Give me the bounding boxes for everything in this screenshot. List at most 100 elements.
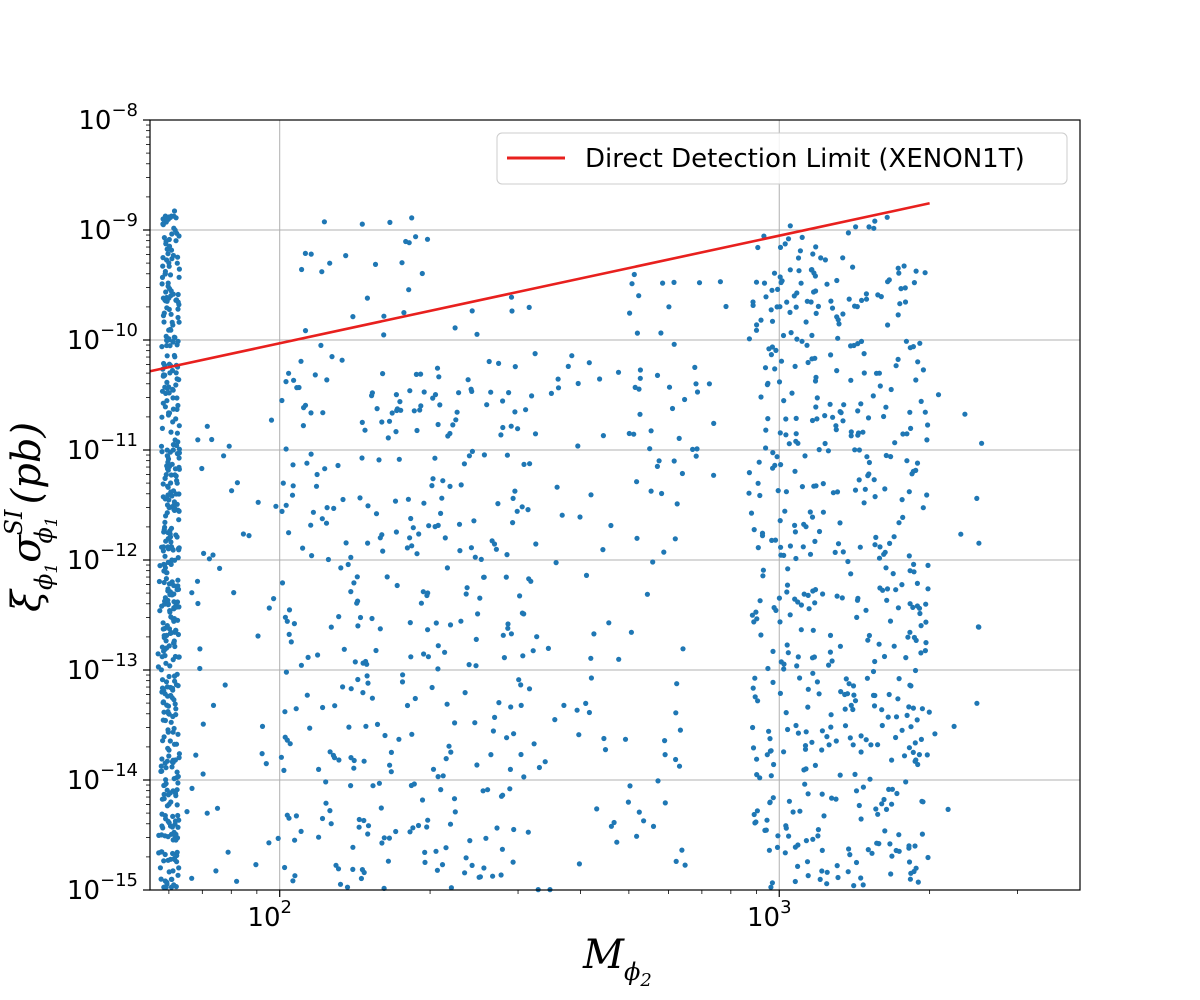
data-point (907, 601, 913, 607)
data-point (163, 816, 169, 822)
data-point (374, 406, 380, 412)
data-point (586, 360, 592, 366)
data-point (323, 520, 330, 526)
data-point (601, 735, 607, 742)
data-point (496, 700, 502, 706)
x-tick-label: 102 (247, 897, 292, 933)
data-point (418, 371, 424, 377)
data-point (911, 569, 917, 575)
data-point (168, 311, 174, 317)
data-point (575, 443, 581, 449)
data-point (169, 764, 175, 770)
data-point (772, 462, 778, 468)
data-point (279, 508, 285, 514)
data-point (399, 679, 406, 685)
data-point (795, 255, 802, 261)
data-point (803, 729, 809, 735)
data-point (880, 587, 886, 593)
data-point (176, 319, 182, 325)
data-point (359, 221, 365, 227)
data-point (750, 685, 756, 691)
data-point (766, 346, 772, 352)
data-point (171, 741, 178, 747)
data-point (447, 483, 453, 489)
data-point (392, 498, 399, 504)
data-point (175, 314, 181, 321)
data-point (783, 823, 789, 829)
data-point (838, 689, 844, 695)
data-point (452, 325, 458, 331)
data-point (167, 272, 174, 278)
data-point (176, 755, 182, 761)
data-point (781, 661, 787, 667)
data-point (302, 328, 309, 334)
data-point (519, 504, 525, 510)
data-point (883, 565, 889, 571)
data-point (165, 602, 171, 608)
data-point (625, 799, 632, 805)
data-point (672, 536, 678, 542)
data-point (777, 690, 784, 697)
data-point (841, 402, 847, 408)
data-point (848, 429, 854, 435)
data-point (911, 868, 917, 875)
data-point (160, 222, 166, 228)
data-point (422, 849, 428, 856)
data-point (510, 859, 516, 865)
data-point (507, 766, 513, 773)
data-point (518, 682, 524, 688)
data-point (173, 532, 179, 538)
data-point (508, 631, 514, 637)
data-point (901, 753, 908, 759)
data-point (958, 531, 964, 537)
data-point (490, 873, 496, 879)
data-point (159, 344, 165, 350)
data-point (764, 382, 771, 388)
data-point (798, 280, 804, 286)
data-point (840, 418, 846, 424)
data-point (879, 801, 885, 807)
data-point (839, 595, 845, 601)
data-point (827, 632, 834, 639)
data-point (508, 294, 515, 300)
data-point (608, 823, 615, 829)
data-point (369, 615, 375, 622)
data-point (755, 244, 761, 251)
data-point (575, 380, 581, 387)
data-point (348, 783, 354, 789)
data-point (292, 873, 298, 879)
data-point (523, 407, 529, 413)
data-point (286, 370, 292, 376)
data-point (229, 488, 235, 494)
data-point (807, 509, 813, 515)
data-point (746, 336, 753, 342)
data-point (777, 619, 783, 625)
data-point (170, 322, 176, 328)
data-point (341, 646, 347, 652)
data-point (401, 310, 407, 316)
data-point (753, 609, 759, 615)
data-point (434, 365, 441, 371)
data-point (386, 835, 392, 841)
data-point (858, 401, 864, 407)
data-point (755, 698, 761, 704)
data-point (157, 563, 163, 569)
data-point (866, 471, 872, 477)
data-point (161, 791, 167, 798)
data-point (500, 792, 506, 798)
data-point (591, 631, 597, 637)
data-point (845, 558, 851, 565)
data-point (332, 703, 338, 709)
data-point (884, 586, 891, 592)
data-point (493, 546, 499, 552)
data-point (778, 279, 784, 286)
data-point (160, 738, 166, 744)
data-point (172, 701, 178, 707)
data-point (283, 669, 289, 675)
data-point (495, 501, 501, 507)
data-point (829, 305, 836, 311)
data-point (561, 702, 567, 709)
data-point (161, 734, 167, 740)
data-point (255, 499, 261, 505)
data-point (370, 783, 376, 789)
